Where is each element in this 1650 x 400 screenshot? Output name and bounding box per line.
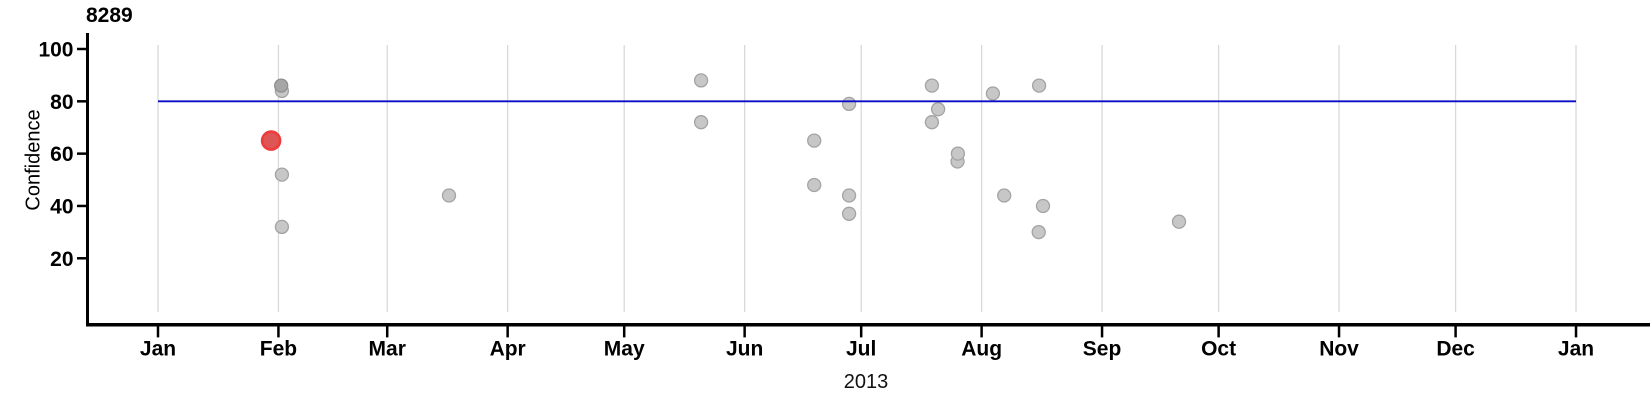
x-tick-label: Apr <box>490 338 526 361</box>
x-tick-label: Aug <box>961 338 1002 361</box>
x-tick-label: Sep <box>1083 338 1122 361</box>
data-point <box>985 86 1001 101</box>
x-tick-label: Nov <box>1319 338 1359 361</box>
x-tick-label: Jun <box>726 338 763 361</box>
data-point <box>841 96 857 112</box>
highlighted-data-point <box>260 130 282 151</box>
data-point <box>274 167 290 182</box>
x-tick-label: Feb <box>260 338 297 361</box>
y-tick-label: 100 <box>38 39 73 62</box>
data-point <box>924 115 940 130</box>
y-tick-label: 80 <box>50 91 73 114</box>
data-point <box>924 78 940 93</box>
data-point <box>274 78 289 93</box>
x-tick-label: Mar <box>369 338 406 361</box>
data-point <box>950 146 966 161</box>
data-point <box>807 133 822 148</box>
x-tick-label: Oct <box>1201 338 1236 361</box>
data-point <box>930 102 946 117</box>
data-point <box>1031 224 1046 240</box>
data-point <box>841 188 857 203</box>
x-tick-label: Dec <box>1436 338 1475 361</box>
y-axis-title: Confidence <box>22 109 45 211</box>
chart-title: 8289 <box>86 4 133 27</box>
x-tick-label: May <box>604 338 645 361</box>
data-point <box>274 219 290 235</box>
data-point <box>1171 214 1187 229</box>
data-point <box>693 115 709 130</box>
data-point <box>1035 198 1051 214</box>
data-point <box>441 188 457 203</box>
data-point <box>807 177 822 193</box>
y-tick-label: 20 <box>50 248 73 271</box>
data-point <box>1031 78 1047 93</box>
data-point <box>997 188 1012 203</box>
x-tick-label: Jan <box>1558 338 1594 361</box>
y-tick-label: 40 <box>50 195 73 218</box>
data-point <box>841 206 857 221</box>
x-tick-label: Jul <box>846 338 876 361</box>
x-tick-label: Jan <box>140 338 176 361</box>
y-tick-label: 60 <box>50 143 73 166</box>
x-axis-title: 2013 <box>843 371 889 393</box>
data-point <box>693 73 709 88</box>
